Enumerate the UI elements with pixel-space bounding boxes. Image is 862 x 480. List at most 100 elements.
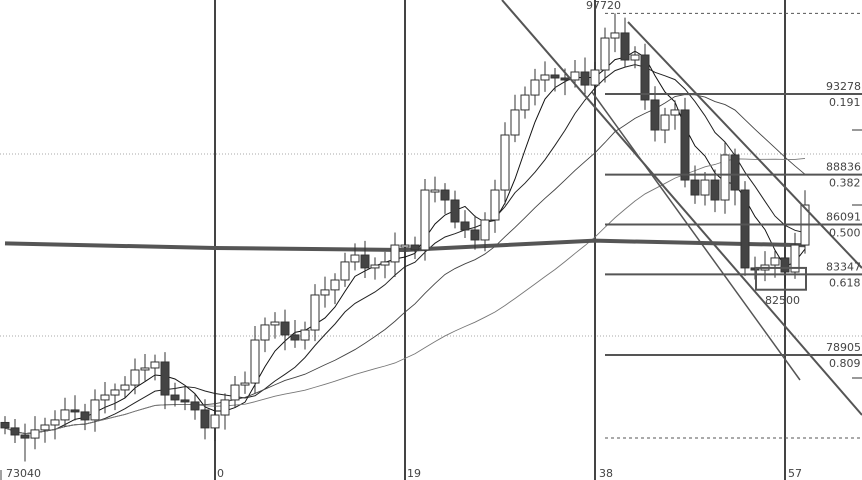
candle-down — [10, 427, 20, 436]
candle-up — [660, 114, 670, 131]
candle-up — [300, 329, 310, 341]
candle-down — [470, 229, 480, 241]
candle-up — [420, 189, 430, 251]
candle-up — [630, 54, 640, 61]
candle-down — [20, 434, 30, 439]
candle-down — [780, 257, 790, 273]
candle-up — [570, 71, 580, 81]
candle-up — [310, 294, 320, 331]
candle-up — [330, 279, 340, 291]
candle-up — [220, 399, 230, 416]
period-separators — [0, 0, 786, 480]
candle-down — [0, 421, 10, 429]
ma10-line — [4, 64, 806, 435]
candle-down — [550, 74, 560, 79]
candle-down — [640, 54, 650, 101]
candle-up — [590, 69, 600, 86]
candle-down — [740, 189, 750, 269]
candle-up — [770, 257, 780, 266]
candle-up — [700, 179, 710, 196]
candle-up — [350, 254, 360, 263]
candle-up — [500, 134, 510, 191]
candle-up — [430, 189, 440, 193]
candle-up — [210, 414, 220, 429]
x-tick-label: 0 — [217, 467, 224, 480]
candle-up — [120, 384, 130, 391]
fibonacci-levels: 93278 0.191 88836 0.382 86091 0.500 83347 0.618… — [605, 12, 862, 439]
candle-up — [260, 324, 270, 341]
candle-down — [680, 109, 690, 181]
candle-up — [60, 409, 70, 421]
candle-up — [400, 244, 410, 248]
candle-up — [370, 264, 380, 269]
candle-up — [380, 261, 390, 266]
fib-price-label: 88836 — [826, 161, 861, 174]
candle-down — [620, 32, 630, 61]
candle-down — [290, 334, 300, 341]
candle-up — [230, 384, 240, 401]
high-price-label: 97720 — [586, 0, 621, 12]
candle-up — [340, 261, 350, 281]
candle-down — [410, 244, 420, 251]
candle-down — [170, 394, 180, 401]
candle-down — [440, 189, 450, 201]
candle-down — [560, 77, 570, 81]
fib-ratio-label: 0.618 — [829, 276, 861, 289]
x-tick-label: 38 — [599, 467, 613, 480]
candle-up — [790, 244, 800, 273]
candle-up — [30, 429, 40, 439]
candle-down — [200, 409, 210, 429]
candle-down — [450, 199, 460, 223]
candle-up — [40, 424, 50, 431]
candle-down — [70, 409, 80, 413]
candle-down — [730, 154, 740, 191]
candle-down — [280, 321, 290, 336]
fib-ratio-label: 0.500 — [829, 227, 861, 240]
candle-down — [180, 399, 190, 403]
candle-down — [690, 179, 700, 196]
candle-up — [540, 74, 550, 81]
candle-up — [50, 419, 60, 426]
x-tick-label: 73040 — [6, 467, 41, 480]
box-low-label: 82500 — [765, 294, 800, 307]
candle-up — [250, 339, 260, 384]
x-tick-label: 19 — [407, 467, 421, 480]
candle-up — [720, 154, 730, 201]
candle-up — [670, 109, 680, 116]
candle-up — [270, 321, 280, 326]
candle-up — [140, 367, 150, 371]
candle-up — [520, 94, 530, 111]
candle-down — [360, 254, 370, 269]
candle-up — [320, 289, 330, 296]
fib-price-label: 86091 — [826, 211, 861, 224]
ma40-line — [4, 157, 806, 435]
channel-line-middle[interactable] — [627, 21, 862, 269]
candle-down — [80, 411, 90, 421]
channel-line-upper[interactable] — [501, 0, 862, 416]
candle-down — [160, 361, 170, 396]
fib-ratio-label: 0.382 — [829, 177, 861, 190]
fib-price-label: 93278 — [826, 80, 861, 93]
candle-up — [610, 32, 620, 39]
fib-ratio-label: 0.191 — [829, 96, 861, 109]
candle-up — [110, 389, 120, 396]
fib-ratio-label: 0.809 — [829, 357, 861, 370]
x-tick-label: 57 — [788, 467, 802, 480]
candle-up — [510, 109, 520, 136]
candle-up — [600, 37, 610, 71]
drawing-objects — [501, 0, 862, 416]
candle-up — [130, 369, 140, 386]
candle-down — [190, 401, 200, 411]
candle-up — [150, 361, 160, 369]
candle-up — [530, 79, 540, 96]
candle-up — [490, 189, 500, 221]
candle-up — [100, 394, 110, 401]
candle-up — [240, 382, 250, 386]
fib-price-label: 78905 — [826, 341, 861, 354]
candle-up — [90, 399, 100, 421]
candle-down — [460, 221, 470, 231]
channel-line-lower[interactable] — [591, 91, 801, 381]
candle-down — [650, 99, 660, 131]
fib-price-label: 83347 — [826, 260, 861, 273]
